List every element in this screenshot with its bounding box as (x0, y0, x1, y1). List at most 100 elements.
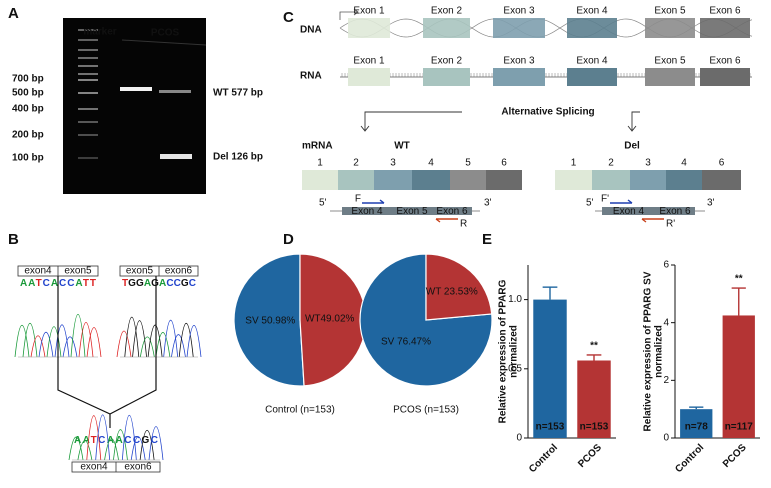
trace-peak (95, 414, 111, 461)
y-tick-label: 6 (663, 260, 669, 271)
rna-exon (567, 68, 617, 86)
y-tick-label: 0 (663, 433, 669, 444)
primer-label: R' (666, 219, 675, 230)
exon-label: Exon 2 (431, 6, 463, 17)
gel-band (160, 154, 192, 159)
cdna-exon (655, 207, 695, 215)
trace-peak (77, 440, 93, 461)
reverse-primer (435, 218, 458, 223)
exon-name: exon5 (64, 266, 92, 277)
marker-label: marker (83, 27, 116, 38)
panel-label: C (283, 9, 294, 26)
strand-end: 3' (484, 198, 492, 209)
bar-annotation: n=153 (536, 422, 565, 433)
dna-exon (423, 18, 470, 38)
mrna-exon (592, 170, 630, 190)
exon-number: 1 (317, 158, 323, 169)
trace-peak (147, 324, 163, 358)
cdna-exon-label: Exon 4 (351, 206, 383, 217)
y-tick-label: 2 (663, 375, 669, 386)
mrna-exon (486, 170, 522, 190)
cdna-exon (392, 207, 432, 215)
exon-name: exon4 (80, 462, 108, 473)
rna-exon (423, 68, 470, 86)
strand-end: 5' (586, 198, 594, 209)
trace-peak (30, 335, 46, 358)
exon-name: exon6 (124, 462, 152, 473)
mrna-exon (302, 170, 338, 190)
y-axis-label: Relative expression of PPARG (498, 279, 509, 423)
group-underline (121, 39, 207, 46)
strand-end: 3' (707, 198, 715, 209)
y-axis-label: normalized (509, 325, 520, 378)
exon-label: Exon 1 (353, 6, 385, 17)
trace-peak (116, 330, 132, 358)
size-label: 700 bp (12, 74, 44, 85)
y-axis-label: Relative expression of PPARG SV (643, 271, 654, 431)
sequence: TGGAGACCGC (122, 278, 196, 289)
primer-label: F (355, 194, 361, 205)
mrna-exon (702, 170, 741, 190)
exon-name: exon4 (24, 266, 52, 277)
exon-label: Exon 1 (353, 56, 385, 67)
sequence: AATCAACCGC (74, 435, 158, 446)
primer-label: R (460, 219, 467, 230)
band-label: WT 577 bp (213, 88, 263, 99)
trace-peak (171, 334, 186, 358)
process-label: Alternative Splicing (501, 107, 594, 118)
mrna-exon (412, 170, 450, 190)
cdna-exon (432, 207, 472, 215)
bar-annotation: n=117 (725, 422, 754, 433)
trace-peak (68, 436, 84, 461)
bar-annotation: n=78 (685, 422, 709, 433)
x-tick-label: Control (673, 442, 706, 475)
dna-exon (493, 18, 545, 38)
exon-label: Exon 3 (503, 6, 535, 17)
significance: ** (735, 274, 743, 285)
cdna-exon-label: Exon 4 (613, 206, 645, 217)
pie-slice (425, 253, 493, 321)
mrna-exon (338, 170, 374, 190)
cdna-exon-label: Exon 6 (436, 206, 468, 217)
exon-number: 3 (390, 158, 396, 169)
size-label: 100 bp (12, 153, 44, 164)
trace-peak (113, 429, 128, 461)
band-label: Del 126 bp (213, 152, 263, 163)
sequence-block: exon4 exon6 AATCAACCGC (68, 414, 164, 473)
cdna-exon-label: Exon 5 (396, 206, 428, 217)
rna-exon (645, 68, 695, 86)
pie-slice (233, 253, 305, 387)
mrna-exon (630, 170, 666, 190)
gel-band (159, 90, 191, 93)
strand-end: 5' (319, 198, 327, 209)
exon-number: 6 (719, 158, 725, 169)
cdna-exon (342, 207, 392, 215)
dna-exon (348, 18, 390, 38)
isoform-label: Del (624, 141, 640, 152)
trace-peak (14, 324, 30, 358)
y-axis-label: normalized (654, 325, 665, 378)
panel-label: E (482, 231, 492, 248)
bar-annotation: n=153 (580, 422, 609, 433)
exon-label: Exon 5 (654, 6, 686, 17)
exon-label: Exon 4 (576, 56, 608, 67)
trace-peak (70, 314, 86, 358)
y-tick-label: 4 (663, 317, 669, 328)
panel-label: D (283, 231, 294, 248)
size-label: 200 bp (12, 130, 44, 141)
exon-number: 6 (501, 158, 507, 169)
exon-number: 4 (428, 158, 434, 169)
exon-label: Exon 3 (503, 56, 535, 67)
x-tick-label: PCOS (721, 442, 749, 470)
isoform-label: WT (394, 141, 410, 152)
slice-label: SV 76.47% (381, 337, 431, 348)
dna-exon (645, 18, 695, 38)
exon-label: Exon 2 (431, 56, 463, 67)
mrna-exon (666, 170, 702, 190)
group-label: PCOS (151, 28, 180, 39)
trace-peak (186, 324, 202, 358)
primer-label: F' (601, 194, 609, 205)
exon-number: 5 (465, 158, 471, 169)
